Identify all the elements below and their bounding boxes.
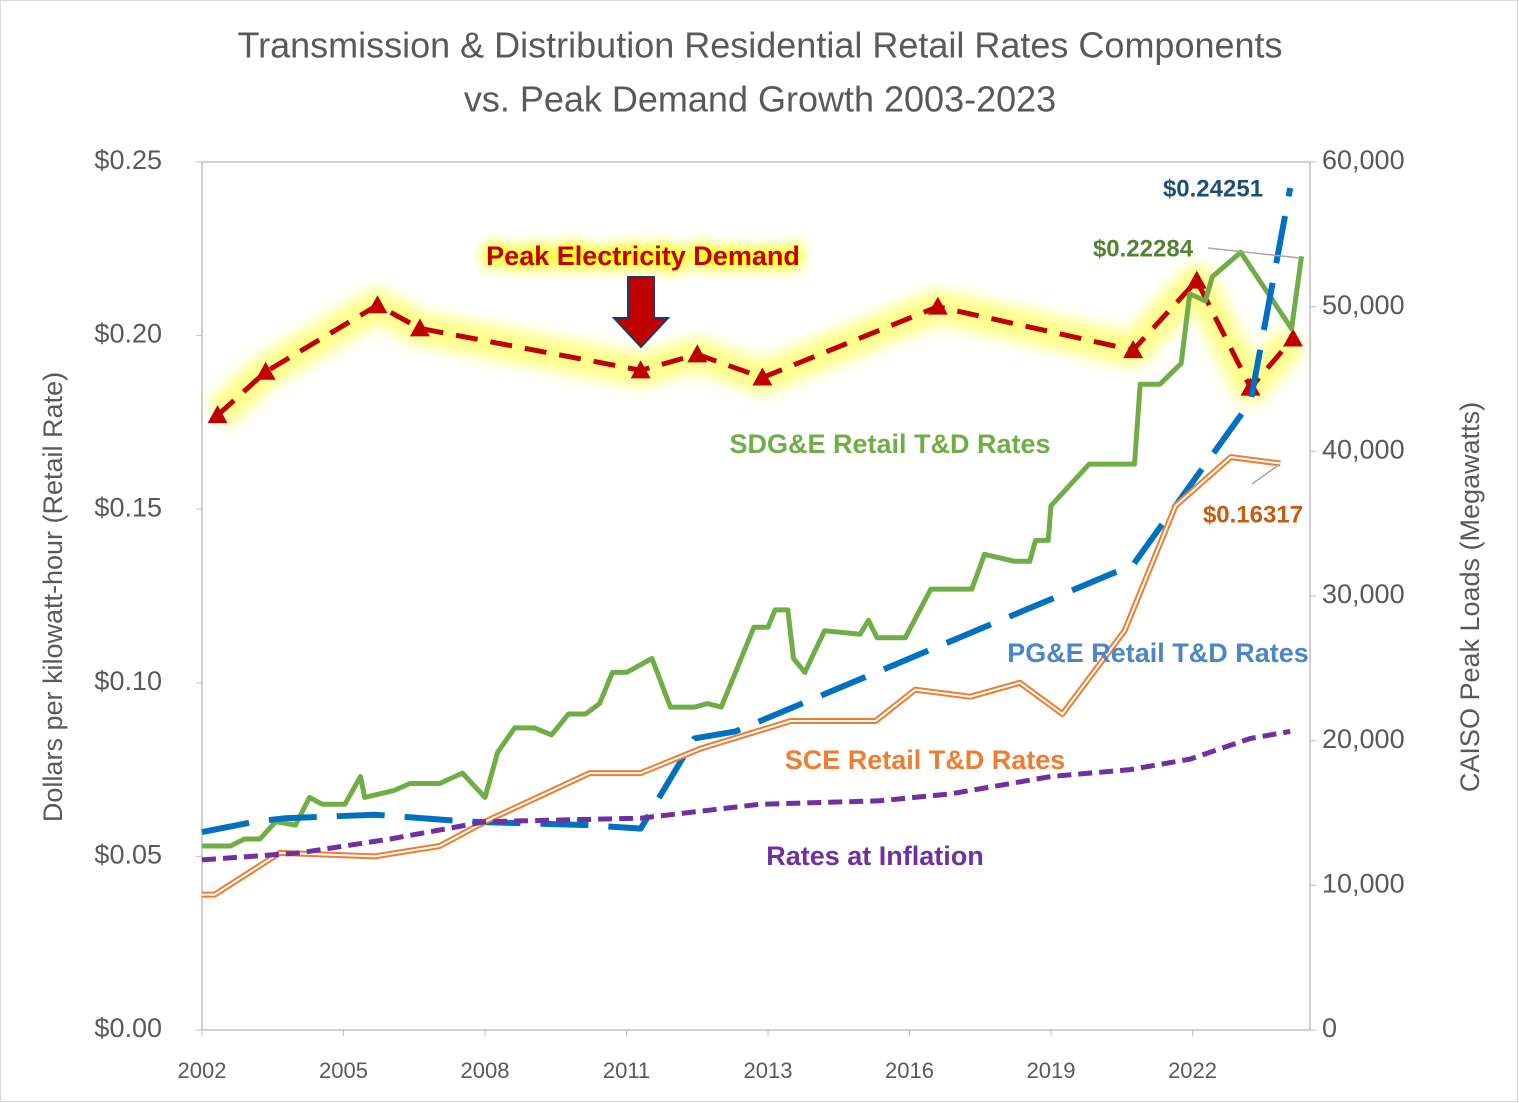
y2-tick-label: 30,000: [1322, 579, 1405, 609]
y2-tick-label: 0: [1322, 1013, 1337, 1043]
series-label: Rates at Inflation: [766, 841, 984, 871]
chart-title: Transmission & Distribution Residential …: [237, 25, 1282, 66]
marker: [1123, 340, 1144, 359]
series-label-glow: Peak Electricity Demand: [486, 241, 800, 271]
series-label: PG&E Retail T&D Rates: [1007, 638, 1309, 668]
marker: [409, 318, 430, 337]
x-tick-label: 2005: [319, 1058, 368, 1083]
x-tick-label: 2022: [1168, 1058, 1217, 1083]
y-tick-label: $0.15: [94, 492, 162, 522]
y-tick-label: $0.10: [94, 666, 162, 696]
series-label: Peak Electricity Demand: [486, 241, 800, 271]
marker: [255, 361, 276, 380]
x-tick-label: 2013: [744, 1058, 793, 1083]
y-tick-label: $0.05: [94, 840, 162, 870]
series-line: [201, 728, 1291, 863]
marker: [687, 344, 708, 363]
annotation: $0.16317: [1203, 501, 1303, 528]
y-tick-label: $0.25: [94, 145, 162, 175]
series-label: SCE Retail T&D Rates: [785, 745, 1066, 775]
x-tick-label: 2019: [1027, 1058, 1076, 1083]
y2-tick-label: 50,000: [1322, 290, 1405, 320]
marker: [752, 367, 773, 386]
series-line: [202, 249, 1304, 849]
x-tick-label: 2011: [603, 1058, 650, 1083]
marker: [1283, 328, 1304, 347]
y2-tick-label: 60,000: [1322, 145, 1405, 175]
series-line-inner: [202, 456, 1281, 896]
marker: [1186, 270, 1207, 289]
y-tick-label: $0.20: [94, 319, 162, 349]
y-tick-label: $0.00: [94, 1013, 162, 1043]
series-label: SDG&E Retail T&D Rates: [729, 429, 1050, 459]
y2-tick-label: 20,000: [1322, 724, 1405, 754]
x-tick-label: 2016: [885, 1058, 934, 1083]
x-tick-label: 2002: [178, 1058, 227, 1083]
y2-tick-label: 40,000: [1322, 434, 1405, 464]
leader-line: [1207, 247, 1301, 259]
y2-tick-label: 10,000: [1322, 868, 1405, 898]
plot-area: $0.00 $0.05 $0.10 $0.15 $0.20 $0.25 0 10,000 20,…: [94, 145, 1404, 1083]
marker: [367, 295, 388, 314]
y2-axis-label: CAISO Peak Loads (Megawatts): [1455, 402, 1485, 792]
leader-line: [1251, 463, 1281, 485]
arrow: [611, 276, 671, 349]
x-tick-label: 2008: [461, 1058, 510, 1083]
marker: [630, 360, 651, 379]
annotation: $0.22284: [1093, 235, 1194, 262]
marker: [207, 405, 228, 424]
series-line: [201, 187, 1294, 836]
annotation: $0.24251: [1163, 175, 1263, 202]
chart-title: vs. Peak Demand Growth 2003-2023: [464, 79, 1056, 120]
y-axis-label: Dollars per kilowatt-hour (Retail Rate): [38, 372, 68, 822]
marker: [927, 296, 948, 315]
